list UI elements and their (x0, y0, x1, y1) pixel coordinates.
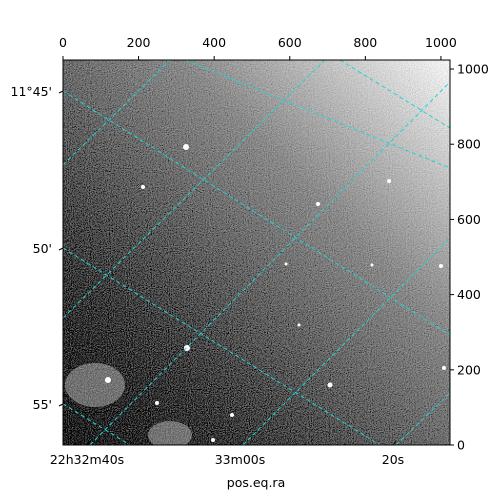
x-axis-label: pos.eq.ra (227, 475, 285, 490)
y-tick-label: 600 (457, 212, 481, 227)
y-tick-label: 0 (457, 438, 465, 453)
ra-label: 33m00s (215, 452, 266, 467)
dec-label: 55' (33, 397, 52, 412)
ra-tick (239, 440, 244, 446)
x-tick-label: 200 (127, 35, 151, 50)
ra-tick (86, 440, 91, 446)
x-tick-label: 800 (353, 35, 377, 50)
dec-label: 11°45' (11, 84, 53, 99)
axes-frame (62, 59, 451, 446)
ra-label: 20s (382, 452, 404, 467)
sky-image (63, 60, 450, 445)
y-tick-label: 200 (457, 362, 481, 377)
y-tick-label: 1000 (457, 62, 489, 77)
x-tick-label: 0 (59, 35, 67, 50)
ra-tick (392, 440, 397, 446)
dec-tick (58, 90, 64, 94)
x-tick-label: 600 (278, 35, 302, 50)
y-tick-label: 400 (457, 287, 481, 302)
ra-label: 22h32m40s (50, 452, 124, 467)
y-tick-label: 800 (457, 137, 481, 152)
dec-tick (58, 403, 64, 407)
dec-tick (58, 247, 64, 251)
dec-label: 50' (33, 241, 52, 256)
x-tick-label: 1000 (425, 35, 457, 50)
coordinate-grid (63, 60, 450, 445)
x-tick-label: 400 (202, 35, 226, 50)
